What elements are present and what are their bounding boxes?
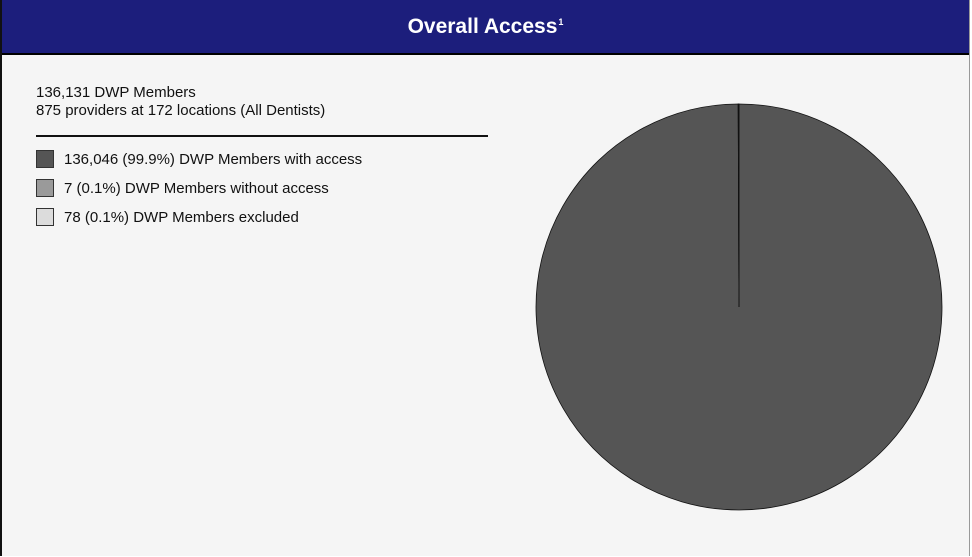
panel-header: Overall Access1 [2, 0, 969, 55]
legend-label-excluded: 78 (0.1%) DWP Members excluded [64, 208, 299, 226]
footnote-marker: 1 [558, 16, 564, 27]
pie-slice-excluded [737, 103, 740, 308]
pie-chart [535, 103, 943, 511]
divider [36, 135, 488, 137]
legend-item-without-access: 7 (0.1%) DWP Members without access [36, 176, 362, 200]
legend-swatch-excluded [36, 208, 54, 226]
legend-label-with-access: 136,046 (99.9%) DWP Members with access [64, 150, 363, 168]
legend-label-without-access: 7 (0.1%) DWP Members without access [64, 179, 329, 197]
legend-swatch-with-access [36, 150, 54, 168]
panel-title: Overall Access1 [407, 14, 564, 38]
legend: 136,046 (99.9%) DWP Members with access … [36, 147, 362, 234]
legend-item-excluded: 78 (0.1%) DWP Members excluded [36, 205, 362, 229]
summary-text: 136,131 DWP Members 875 providers at 172… [36, 84, 325, 120]
legend-item-with-access: 136,046 (99.9%) DWP Members with access [36, 147, 362, 171]
provider-count: 875 providers at 172 locations (All Dent… [36, 102, 326, 119]
member-count: 136,131 DWP Members [36, 84, 196, 101]
legend-swatch-without-access [36, 179, 54, 197]
